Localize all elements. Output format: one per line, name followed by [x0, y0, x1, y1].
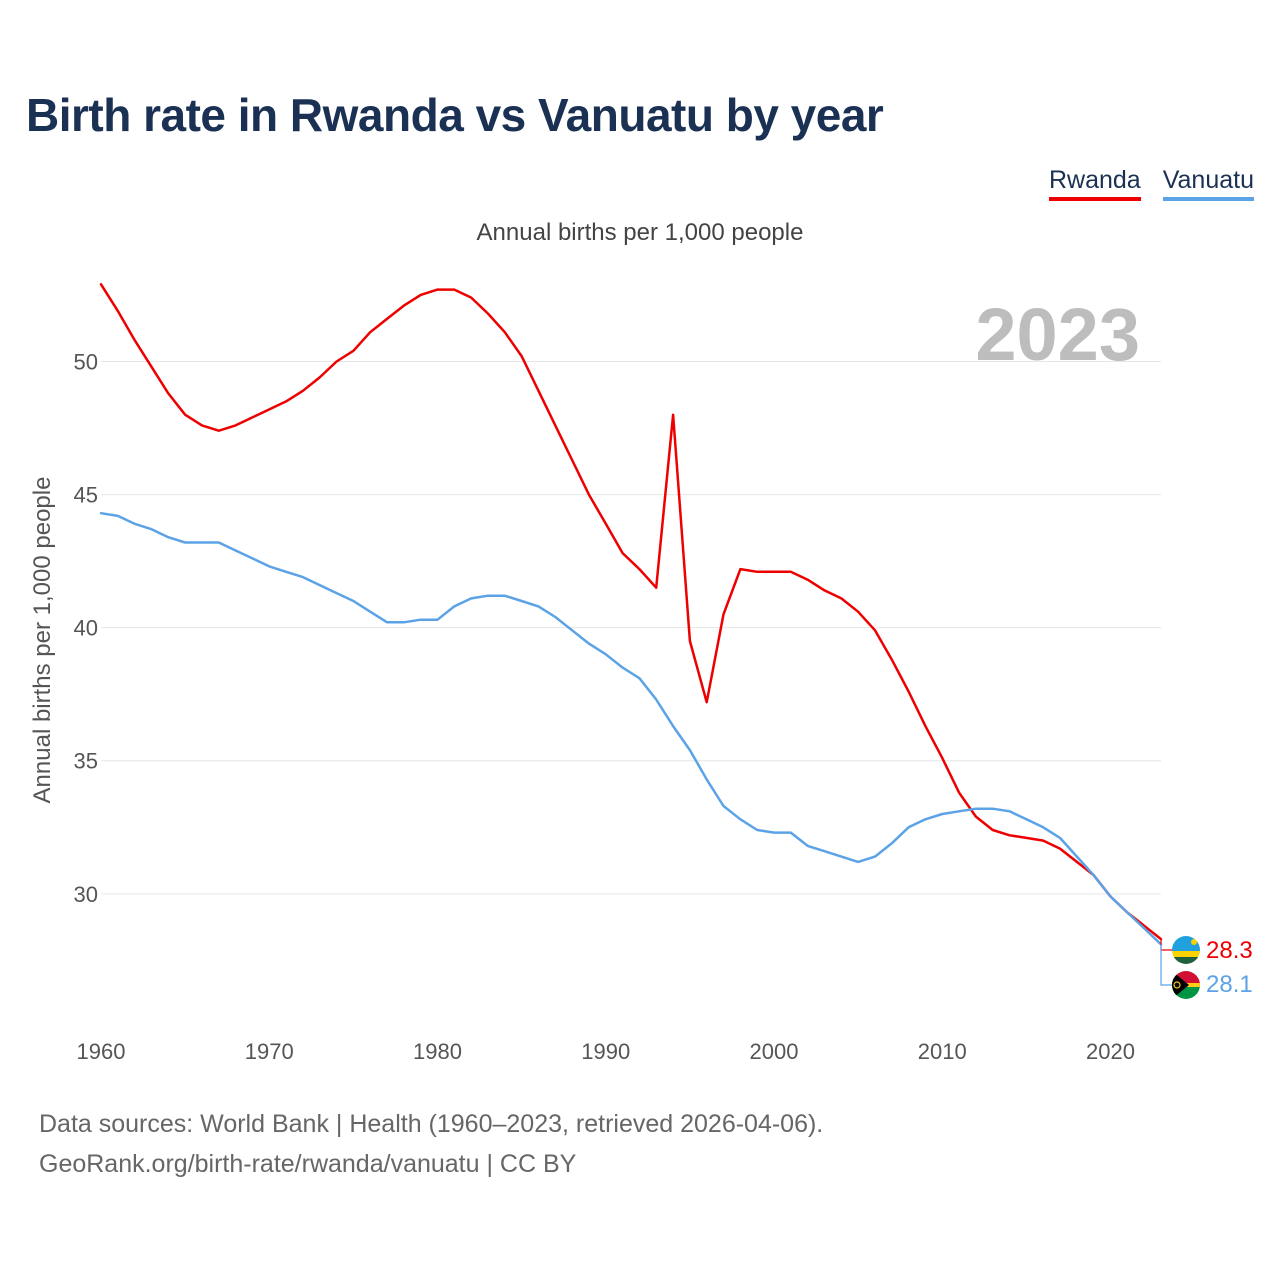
y-tick-label-45: 45	[74, 483, 98, 508]
legend-item-rwanda[interactable]: Rwanda	[1048, 166, 1141, 201]
x-axis-ticks: 1960 1970 1980 1990 2000 2010 2020	[77, 1039, 1135, 1064]
rwanda-end-value: 28.3	[1206, 937, 1253, 964]
year-watermark: 2023	[975, 293, 1140, 376]
y-tick-label-30: 30	[74, 882, 98, 907]
vanuatu-end-value: 28.1	[1206, 971, 1253, 998]
x-tick-label-2020: 2020	[1086, 1039, 1135, 1064]
x-tick-label-2000: 2000	[750, 1039, 799, 1064]
x-tick-label-2010: 2010	[918, 1039, 967, 1064]
series-lines	[99, 283, 1163, 946]
y-tick-label-35: 35	[74, 749, 98, 774]
legend-item-vanuatu[interactable]: Vanuatu	[1162, 166, 1254, 201]
source-url: GeoRank.org/birth-rate/rwanda/vanuatu | …	[39, 1150, 577, 1178]
chart-title: Birth rate in Rwanda vs Vanuatu by year	[26, 89, 884, 141]
y-tick-label-50: 50	[74, 349, 98, 374]
x-tick-label-1960: 1960	[77, 1039, 126, 1064]
series-line-vanuatu	[99, 511, 1163, 946]
y-tick-label-40: 40	[74, 616, 98, 641]
connector-rwanda	[1160, 939, 1172, 951]
y-axis-ticks: 30 35 40 45 50	[74, 349, 98, 906]
series-line-rwanda	[99, 283, 1163, 941]
vanuatu-flag-icon	[1172, 971, 1200, 999]
data-sources-note: Data sources: World Bank | Health (1960–…	[39, 1110, 824, 1138]
x-tick-label-1980: 1980	[413, 1039, 462, 1064]
legend: Rwanda Vanuatu	[1048, 166, 1254, 201]
y-axis-label: Annual births per 1,000 people	[29, 477, 56, 804]
connector-vanuatu	[1160, 944, 1172, 986]
line-chart: Annual births per 1,000 people 2023 Annu…	[29, 219, 1253, 1064]
chart-subtitle: Annual births per 1,000 people	[477, 219, 804, 246]
x-tick-label-1990: 1990	[581, 1039, 630, 1064]
gridlines	[101, 360, 1161, 895]
rwanda-flag-icon	[1172, 936, 1200, 964]
footer: Data sources: World Bank | Health (1960–…	[39, 1104, 823, 1184]
x-tick-label-1970: 1970	[245, 1039, 294, 1064]
end-label-connectors	[1160, 939, 1172, 986]
